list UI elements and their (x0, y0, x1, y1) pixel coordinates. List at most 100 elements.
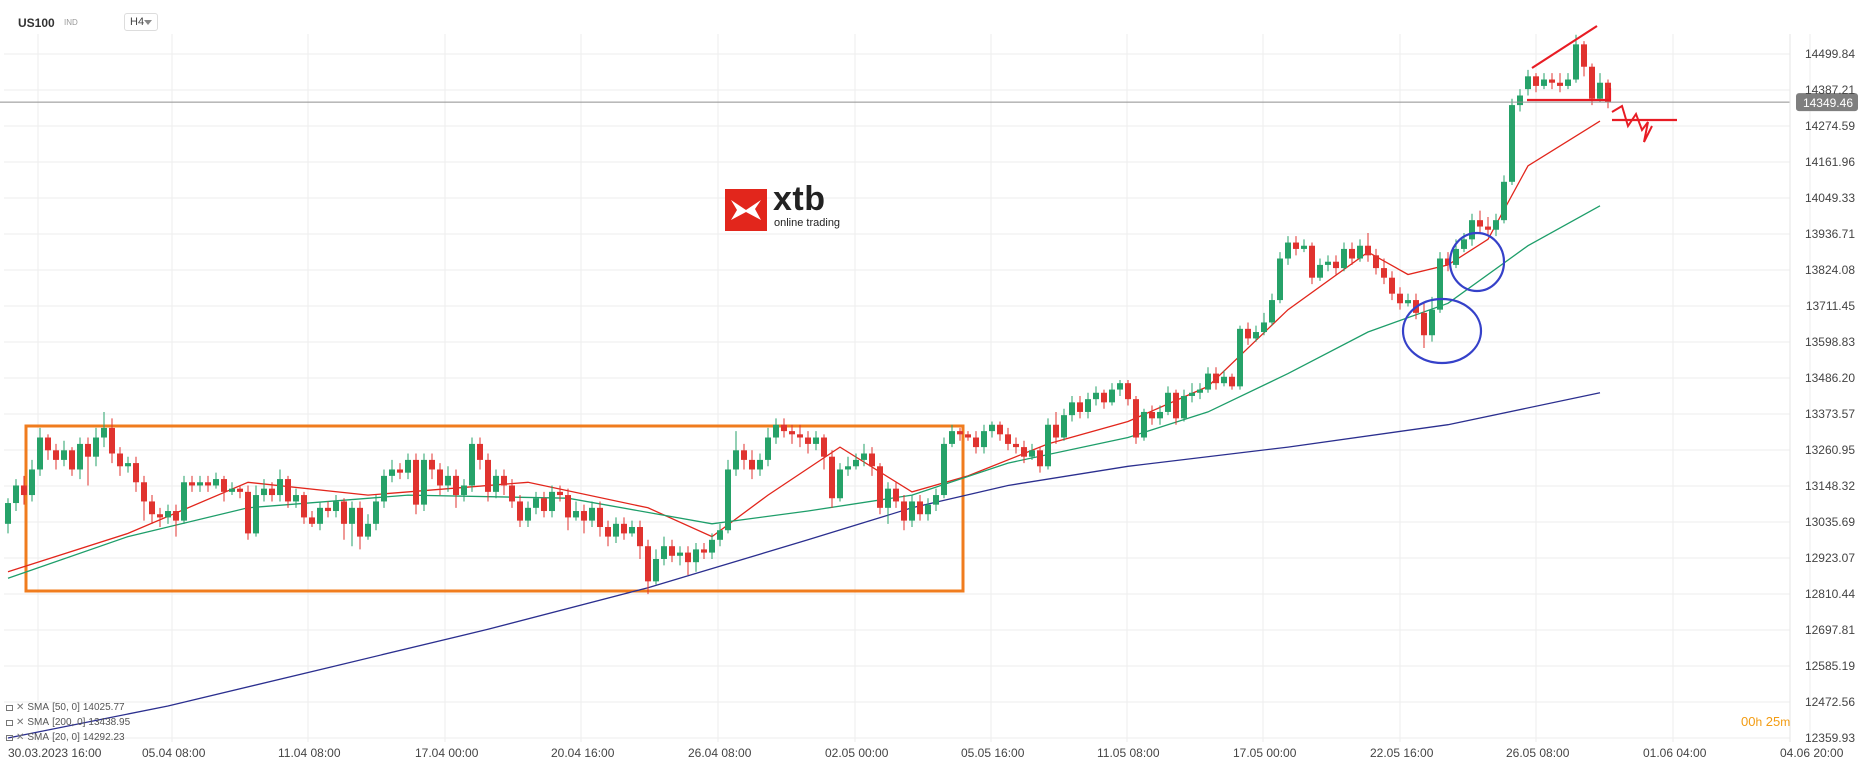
candle-body (589, 507, 595, 521)
candle (21, 475, 27, 505)
candle-body (197, 482, 203, 486)
candle-body (125, 463, 131, 467)
sma-line-200 (7, 392, 1601, 739)
candle (221, 475, 227, 502)
candle (749, 450, 755, 480)
y-tick-label: 14049.33 (1805, 191, 1855, 205)
candle (685, 546, 691, 575)
candle (829, 450, 835, 508)
candle-body (29, 469, 35, 496)
close-icon[interactable]: ✕ (16, 717, 25, 728)
settings-icon[interactable] (6, 734, 13, 741)
candle (141, 475, 147, 521)
candle (477, 437, 483, 470)
legend-item-sma200[interactable]: ✕ SMA [200, 0] 13438.95 (6, 715, 130, 730)
close-icon[interactable]: ✕ (16, 702, 25, 713)
candle (245, 485, 251, 540)
candle-body (765, 437, 771, 460)
candle-body (1045, 424, 1051, 467)
current-price-tag (1796, 93, 1858, 112)
candle-body (1149, 411, 1155, 419)
candle-body (405, 459, 411, 473)
candle-body (1493, 220, 1499, 230)
candle (1109, 383, 1115, 406)
candle (1581, 41, 1587, 77)
candle (741, 443, 747, 470)
candle (1325, 255, 1331, 272)
candle (925, 498, 931, 521)
candle-body (709, 539, 715, 553)
candle-body (301, 495, 307, 518)
candle (1501, 175, 1507, 224)
legend-item-sma50[interactable]: ✕ SMA [50, 0] 14025.77 (6, 700, 130, 715)
candle-body (821, 437, 827, 457)
candle-body (1309, 245, 1315, 278)
candle-body (1173, 392, 1179, 419)
candle (493, 469, 499, 499)
candle-body (53, 450, 59, 460)
candle-body (1229, 376, 1235, 387)
candle (1533, 73, 1539, 93)
xtb-logo-mark (725, 189, 767, 231)
candle-body (797, 434, 803, 438)
candle (1085, 392, 1091, 419)
candle-body (805, 437, 811, 444)
close-icon[interactable]: ✕ (16, 732, 25, 743)
candle (1381, 258, 1387, 285)
candle (469, 437, 475, 492)
candle-body (149, 501, 155, 515)
candle (629, 520, 635, 537)
candle (1565, 73, 1571, 90)
y-tick-label: 14387.21 (1805, 83, 1855, 97)
candle-body (669, 546, 675, 556)
candle (1013, 437, 1019, 454)
candle-body (1389, 277, 1395, 294)
candle (917, 495, 923, 521)
candle-body (205, 482, 211, 486)
candle-body (1069, 402, 1075, 416)
y-tick-label: 13373.57 (1805, 407, 1855, 421)
candle-body (117, 453, 123, 467)
candle (733, 431, 739, 476)
settings-icon[interactable] (6, 719, 13, 726)
candle-body (381, 475, 387, 502)
candle-body (189, 482, 195, 486)
candle (1397, 287, 1403, 310)
candle-body (757, 459, 763, 470)
candle (1293, 236, 1299, 256)
candle-body (741, 450, 747, 460)
candle-body (1469, 220, 1475, 240)
candle-body (981, 431, 987, 448)
indicator-legend: ✕ SMA [50, 0] 14025.77 ✕ SMA [200, 0] 13… (6, 700, 130, 745)
candle-body (893, 488, 899, 502)
timer-hours-unit: h (1755, 715, 1763, 729)
candle (1365, 232, 1371, 262)
candle-body (685, 552, 691, 563)
candle (413, 453, 419, 515)
candle-body (717, 530, 723, 540)
candle (1301, 239, 1307, 253)
candle-body (845, 466, 851, 470)
x-tick-label: 11.05 08:00 (1097, 746, 1160, 760)
legend-item-sma20[interactable]: ✕ SMA [20, 0] 14292.23 (6, 730, 130, 745)
candle (1493, 213, 1499, 237)
y-tick-label: 13035.69 (1805, 515, 1855, 529)
candle (325, 501, 331, 518)
timeframe-select[interactable]: H4 (124, 13, 158, 31)
settings-icon[interactable] (6, 704, 13, 711)
candle (253, 485, 259, 537)
legend-params: [200, 0] (52, 717, 86, 728)
candle-body (1237, 328, 1243, 387)
candle (133, 456, 139, 492)
candle-body (1437, 258, 1443, 310)
candle (109, 418, 115, 464)
candle-body (213, 479, 219, 486)
candle-body (13, 485, 19, 504)
candle-body (781, 424, 787, 432)
logo-tagline: online trading (774, 217, 841, 229)
candle (1389, 271, 1395, 301)
candle-body (437, 469, 443, 486)
candle-body (869, 453, 875, 467)
candle (53, 443, 59, 470)
